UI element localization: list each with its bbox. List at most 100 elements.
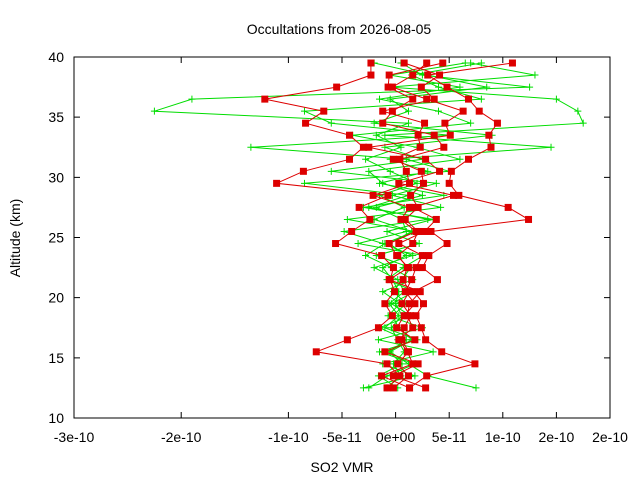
data-point <box>383 227 391 235</box>
data-point <box>493 119 501 127</box>
series-red-4 <box>369 59 448 392</box>
data-point <box>406 288 414 296</box>
data-point <box>362 252 370 260</box>
data-point <box>508 59 516 67</box>
data-point <box>385 240 393 248</box>
data-point <box>434 83 442 91</box>
x-tick-label: -2e-10 <box>161 429 202 445</box>
data-point <box>404 372 412 380</box>
x-tick-label: 1e-10 <box>485 429 521 445</box>
data-point <box>409 71 417 79</box>
data-point <box>443 240 451 248</box>
series-line <box>409 62 531 389</box>
data-point <box>374 336 382 344</box>
data-point <box>425 252 433 260</box>
data-point <box>369 191 377 199</box>
data-point <box>422 336 430 344</box>
data-point <box>367 71 375 79</box>
data-point <box>419 300 427 308</box>
data-point <box>456 155 464 163</box>
data-point <box>464 155 472 163</box>
series-green-2 <box>247 59 485 392</box>
data-point <box>406 384 414 392</box>
data-point <box>455 191 463 199</box>
data-point <box>401 215 409 223</box>
data-point <box>379 288 387 296</box>
data-point <box>343 336 351 344</box>
data-point <box>394 360 402 368</box>
data-point <box>547 143 555 151</box>
data-point <box>418 264 426 272</box>
data-point <box>404 264 412 272</box>
data-point <box>412 227 420 235</box>
data-point <box>471 360 479 368</box>
data-point <box>388 83 396 91</box>
series-green-0 <box>150 59 534 392</box>
data-point <box>346 155 354 163</box>
data-point <box>416 288 424 296</box>
data-point <box>579 119 587 127</box>
data-point <box>424 167 432 175</box>
series-line <box>264 63 401 389</box>
data-point <box>449 191 457 199</box>
data-point <box>436 167 444 175</box>
x-tick-label: 0e+00 <box>376 429 416 445</box>
data-point <box>418 191 426 199</box>
data-point <box>446 131 454 139</box>
data-point <box>400 324 408 332</box>
data-point <box>403 312 411 320</box>
data-point <box>401 288 409 296</box>
data-point <box>395 240 403 248</box>
data-point <box>525 215 533 223</box>
data-point <box>383 384 391 392</box>
data-point <box>424 71 432 79</box>
data-point <box>414 131 422 139</box>
data-point <box>188 95 196 103</box>
data-point <box>440 143 448 151</box>
y-tick-label: 40 <box>48 49 64 65</box>
data-point <box>461 59 469 67</box>
data-point <box>400 59 408 67</box>
data-point <box>396 155 404 163</box>
series-line <box>331 62 493 389</box>
data-point <box>429 348 437 356</box>
data-point <box>384 191 392 199</box>
data-point <box>346 131 354 139</box>
data-point <box>439 59 447 67</box>
data-point <box>381 131 389 139</box>
data-point <box>417 167 425 175</box>
chart-title: Occultations from 2026-08-05 <box>247 21 432 37</box>
data-point <box>365 203 373 211</box>
data-point <box>389 384 397 392</box>
data-point <box>410 288 418 296</box>
data-point <box>423 59 431 67</box>
y-axis-label: Altitude (km) <box>7 199 23 278</box>
series-red-0 <box>261 59 404 392</box>
data-point <box>388 312 396 320</box>
data-point <box>422 384 430 392</box>
x-tick-label: -1e-10 <box>268 429 309 445</box>
series-line <box>250 62 482 389</box>
data-point <box>419 179 427 187</box>
data-point <box>409 324 417 332</box>
data-point <box>406 300 414 308</box>
x-tick-label: 5e-11 <box>432 429 467 445</box>
data-point <box>421 227 429 235</box>
data-point <box>416 143 424 151</box>
data-point <box>409 360 417 368</box>
x-axis: -3e-10 -2e-10 -1e-10 -5e-11 0e+00 5e-11 1e-10 2… <box>54 57 628 445</box>
data-point <box>422 155 430 163</box>
data-point <box>574 107 582 115</box>
data-point <box>379 179 387 187</box>
data-point <box>421 119 429 127</box>
data-point <box>327 119 335 127</box>
data-point <box>273 179 281 187</box>
data-point <box>370 119 378 127</box>
data-point <box>526 83 534 91</box>
data-point <box>456 83 464 91</box>
data-point <box>378 252 386 260</box>
data-point <box>387 300 395 308</box>
data-point <box>386 167 394 175</box>
series-line <box>371 62 445 389</box>
data-point <box>504 203 512 211</box>
